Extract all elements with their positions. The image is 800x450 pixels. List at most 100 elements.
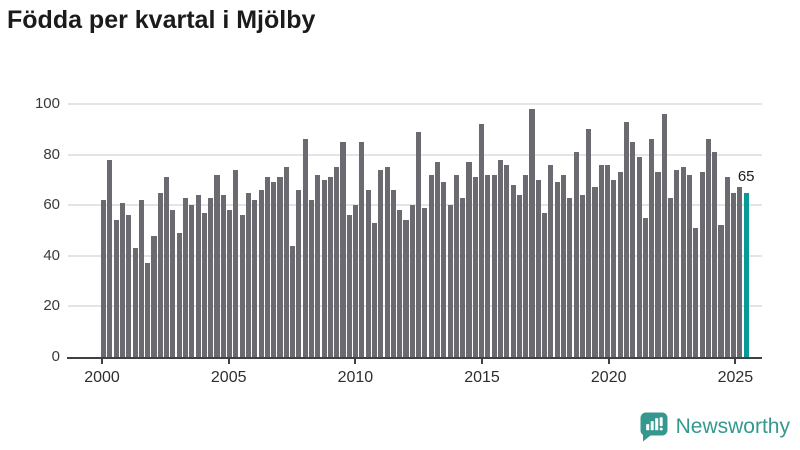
bar <box>441 182 447 357</box>
y-tick-label: 80 <box>43 145 60 163</box>
bar <box>138 200 144 357</box>
x-axis-tick <box>734 359 737 364</box>
bar <box>164 177 170 357</box>
bar <box>592 187 598 357</box>
x-axis-tick <box>354 359 357 364</box>
bar <box>731 192 737 357</box>
bar <box>340 141 346 357</box>
bar <box>504 164 510 357</box>
bar <box>126 215 132 357</box>
bar <box>296 190 302 357</box>
highlighted-bar <box>743 192 749 357</box>
bar <box>315 174 321 357</box>
gridline <box>68 153 762 156</box>
bar <box>208 197 214 357</box>
bar <box>378 169 384 357</box>
bar <box>132 248 138 357</box>
y-tick-label: 100 <box>34 95 60 112</box>
bar <box>264 177 270 357</box>
bar <box>548 164 554 357</box>
bar <box>428 174 434 357</box>
bar <box>642 217 648 357</box>
bar <box>176 233 182 357</box>
bar <box>245 192 252 357</box>
bar <box>617 172 623 357</box>
bar <box>542 212 548 357</box>
y-tick-label: 20 <box>43 297 60 315</box>
bar <box>403 220 409 357</box>
bar <box>712 152 718 357</box>
bar <box>397 210 403 357</box>
bar <box>649 139 655 357</box>
highlight-value-label: 65 <box>737 167 755 185</box>
y-tick-label: 40 <box>43 246 60 264</box>
bar <box>460 197 466 357</box>
bar <box>239 215 245 357</box>
bar <box>661 114 667 357</box>
bar <box>371 222 378 357</box>
bar <box>416 131 422 357</box>
newsworthy-logo-text: Newsworthy <box>675 414 790 438</box>
x-axis-line <box>67 357 762 359</box>
bar <box>516 195 522 357</box>
bar <box>523 174 529 357</box>
bar <box>529 109 535 357</box>
bar <box>453 174 459 357</box>
bar <box>283 167 289 357</box>
bar <box>157 192 163 357</box>
x-axis-tick <box>607 359 610 364</box>
bar <box>686 174 693 357</box>
bar <box>737 187 743 357</box>
bar <box>220 195 226 357</box>
gridline <box>68 204 762 207</box>
bar <box>472 177 478 357</box>
x-axis-tick <box>227 359 230 364</box>
x-tick-label: 2025 <box>717 369 754 386</box>
bar <box>409 205 415 357</box>
bar <box>107 159 113 357</box>
bar <box>623 121 630 357</box>
bar <box>233 169 239 357</box>
bar <box>535 179 541 357</box>
bar <box>145 263 151 357</box>
bar <box>302 139 308 357</box>
bar <box>258 190 264 357</box>
gridline <box>68 305 762 308</box>
bar <box>201 212 207 357</box>
bar <box>567 197 573 357</box>
bar <box>724 177 730 357</box>
bar <box>390 190 396 357</box>
bar <box>195 195 201 357</box>
bar <box>586 129 592 357</box>
bar <box>554 182 560 357</box>
bar <box>346 215 352 357</box>
bar <box>384 167 390 357</box>
bar <box>447 205 453 357</box>
bar <box>308 200 315 357</box>
bar <box>636 157 642 357</box>
bar <box>227 210 233 357</box>
x-tick-label: 2010 <box>337 369 374 386</box>
bar <box>705 139 711 357</box>
bar <box>497 159 504 357</box>
bar <box>699 172 705 357</box>
bar <box>579 195 585 357</box>
bar <box>271 182 277 357</box>
bar <box>334 167 340 357</box>
bar <box>182 197 189 357</box>
bar <box>113 220 119 357</box>
x-tick-label: 2020 <box>590 369 627 386</box>
bar <box>718 225 724 357</box>
bar <box>655 172 661 357</box>
bar <box>560 174 567 357</box>
bar <box>277 177 283 357</box>
bar <box>605 164 611 357</box>
bar <box>693 227 699 357</box>
bar <box>353 205 359 357</box>
newsworthy-branding: Newsworthy <box>639 411 790 442</box>
x-axis-tick <box>101 359 103 364</box>
bar <box>668 197 674 357</box>
bar <box>573 152 579 357</box>
bar <box>365 190 371 357</box>
